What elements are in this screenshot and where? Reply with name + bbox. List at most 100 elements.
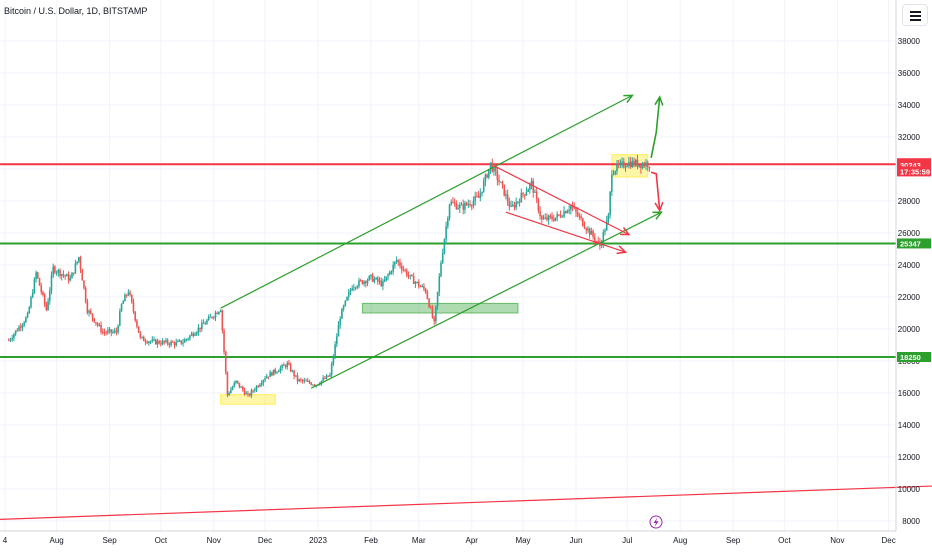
candle-body (204, 323, 207, 325)
candle-body (303, 380, 306, 382)
y-tick-label: 10000 (898, 485, 921, 494)
hamburger-menu-icon[interactable] (902, 4, 928, 26)
candle-body (578, 215, 581, 217)
candle-body (354, 287, 357, 289)
candle-body (276, 372, 278, 374)
candle-body (542, 218, 545, 220)
candle-body (462, 204, 465, 210)
candle-body (617, 163, 620, 165)
candle-body (291, 370, 294, 372)
candle-body (445, 226, 447, 240)
candle-body (580, 216, 582, 219)
y-tick-label: 16000 (898, 389, 921, 398)
candle-body (146, 342, 148, 344)
candle-body (91, 313, 94, 319)
candle-body (472, 200, 475, 206)
candle-body (148, 341, 150, 344)
candle-body (265, 376, 268, 379)
candle-body (211, 316, 213, 318)
candle-body (105, 332, 107, 334)
candle-body (576, 211, 579, 216)
candle-body (419, 286, 422, 288)
candle-body (301, 379, 304, 381)
candle-body (79, 257, 82, 270)
candle-body (298, 379, 301, 382)
candle-body (470, 205, 473, 207)
candle-body (390, 271, 393, 273)
candle-body (641, 164, 644, 169)
candle-body (26, 313, 29, 318)
candle-body (416, 281, 418, 283)
candle-body (95, 322, 97, 324)
y-tick-label: 12000 (898, 453, 921, 462)
candle-body (281, 364, 283, 368)
candle-body (330, 364, 333, 375)
price-tag (897, 352, 931, 362)
candle-body (638, 164, 640, 167)
candle-body (537, 198, 540, 211)
candle-body (624, 166, 627, 168)
candle-body (89, 310, 92, 314)
candle-body (124, 294, 126, 302)
candle-body (453, 202, 456, 204)
candle-body (112, 331, 114, 333)
candle-body (235, 380, 237, 384)
candle-body (429, 306, 432, 308)
candle-body (411, 274, 413, 277)
candle-body (481, 191, 483, 194)
candle-body (240, 386, 242, 388)
candle-body (64, 275, 66, 277)
candle-body (242, 386, 244, 391)
candle-body (602, 232, 605, 244)
candle-body (597, 241, 599, 243)
candle-body (541, 215, 543, 220)
candle-body (37, 272, 39, 279)
candle-body (110, 329, 113, 333)
candle-body (623, 161, 625, 168)
candle-body (175, 342, 178, 346)
candle-body (189, 335, 191, 339)
candle-body (501, 181, 504, 185)
candle-body (517, 201, 519, 203)
candle-body (351, 288, 353, 291)
candle-body (9, 339, 12, 341)
candle-body (245, 393, 248, 395)
bullish-projection-arrow-arrowhead (654, 95, 664, 106)
wedge-lower-trendline (505, 211, 626, 253)
candle-body (18, 326, 20, 331)
x-tick-label: Oct (155, 536, 168, 545)
price-tag-label: 30243 (900, 161, 921, 170)
channel-upper-trendline-arrowhead (623, 94, 634, 104)
candle-body (322, 378, 324, 381)
candle-body (385, 276, 388, 281)
candle-body (60, 274, 63, 277)
candle-body (607, 214, 610, 221)
candle-body (347, 292, 350, 297)
candle-body (505, 194, 507, 196)
candle-body (195, 332, 198, 335)
y-tick-label: 36000 (898, 69, 921, 78)
candle-body (255, 386, 258, 391)
candle-body (96, 323, 99, 326)
candle-body (341, 308, 343, 319)
candle-body (477, 196, 480, 198)
bearish-projection-arrow-arrowhead (654, 201, 664, 213)
y-tick-label: 28000 (898, 197, 921, 206)
candle-body (59, 269, 61, 277)
candle-body (431, 307, 434, 318)
candle-body (582, 218, 584, 226)
candle-body (631, 160, 634, 168)
candle-body (402, 269, 405, 271)
candle-body (629, 161, 632, 168)
long-term-trendline (0, 485, 932, 520)
candle-body (190, 333, 193, 336)
lightning-icon (649, 515, 663, 529)
candle-body (243, 390, 246, 395)
candle-body (513, 204, 516, 208)
candle-body (484, 174, 487, 182)
candle-body (19, 326, 22, 328)
candle-body (358, 280, 360, 287)
candle-body (13, 334, 15, 339)
